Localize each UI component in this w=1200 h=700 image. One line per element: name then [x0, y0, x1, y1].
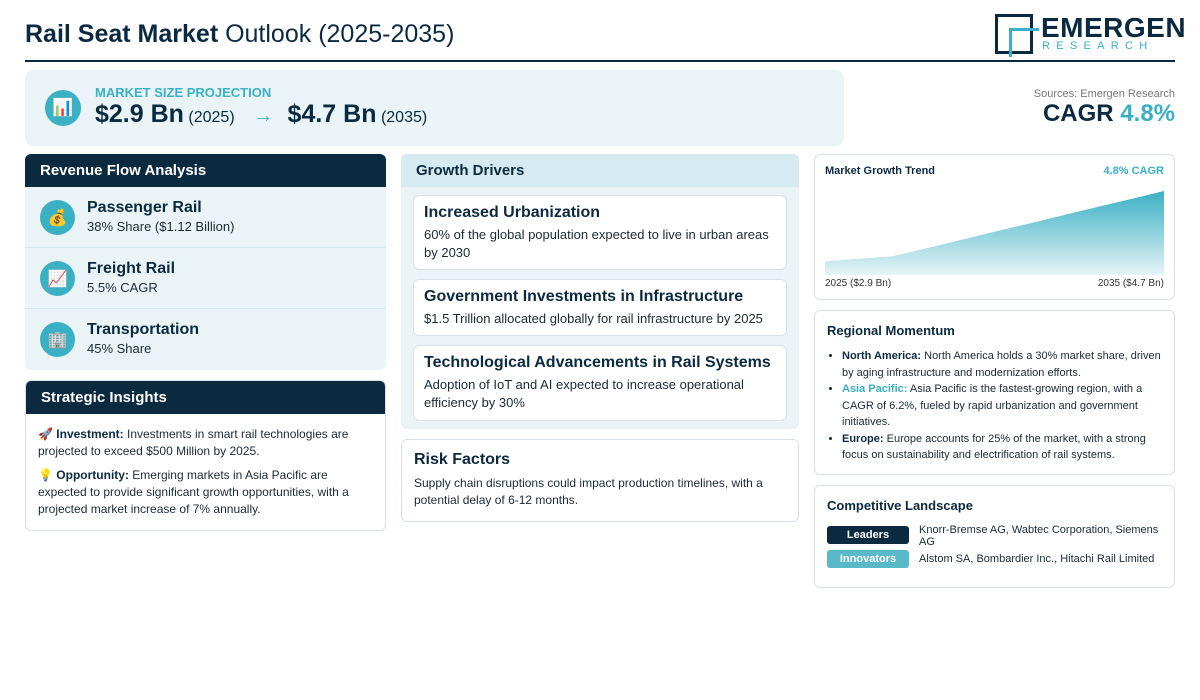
sources-text: Sources: Emergen Research: [1033, 88, 1175, 100]
insight-label: Opportunity:: [56, 468, 129, 482]
cagr-headline: CAGR 4.8%: [1043, 100, 1175, 128]
region-name: Europe:: [842, 432, 884, 445]
cagr-label: CAGR: [1042, 100, 1114, 127]
competitor-row: Leaders Knorr-Bremse AG, Wabtec Corporat…: [827, 523, 1162, 548]
risk-factors-panel: Risk Factors Supply chain disruptions co…: [401, 439, 799, 522]
rocket-icon: 🚀: [38, 427, 53, 441]
insight-item: 💡 Opportunity: Emerging markets in Asia …: [38, 467, 373, 518]
region-item: Asia Pacific: Asia Pacific is the fastes…: [842, 381, 1162, 431]
competitor-row: Innovators Alstom SA, Bombardier Inc., H…: [827, 547, 1162, 571]
strategic-insights-title: Strategic Insights: [26, 381, 385, 414]
insight-text: Emerging markets in Asia Pacific are exp…: [38, 468, 349, 516]
logo-name: EMERGEN: [1041, 12, 1187, 43]
strategic-insights-panel: Strategic Insights 🚀 Investment: Investm…: [25, 380, 386, 531]
regional-momentum-panel: Regional Momentum North America: North A…: [814, 310, 1175, 475]
revenue-item: 🏢 Transportation 45% Share: [25, 309, 386, 370]
page-title-rest: Outlook (2025-2035): [218, 20, 455, 48]
driver-title: Increased Urbanization: [424, 204, 601, 221]
trend-up-icon: 📈: [40, 261, 75, 296]
start-year: (2025): [188, 109, 235, 126]
driver-card: Technological Advancements in Rail Syste…: [413, 345, 787, 421]
revenue-item-name: Passenger Rail: [87, 199, 202, 216]
revenue-item-name: Freight Rail: [87, 260, 176, 277]
revenue-flow-panel: Revenue Flow Analysis 💰 Passenger Rail 3…: [25, 154, 386, 370]
revenue-flow-title: Revenue Flow Analysis: [25, 154, 386, 187]
arrow-right-icon: →: [253, 105, 274, 127]
driver-text: $1.5 Trillion allocated globally for rai…: [424, 311, 763, 326]
growth-drivers-title: Growth Drivers: [401, 154, 799, 187]
driver-text: 60% of the global population expected to…: [424, 227, 769, 260]
start-value: $2.9 Bn: [95, 100, 184, 128]
cagr-value: 4.8%: [1120, 100, 1175, 127]
revenue-item: 📈 Freight Rail 5.5% CAGR: [25, 248, 386, 309]
regional-momentum-title: Regional Momentum: [827, 323, 955, 338]
projection-values: $2.9 Bn (2025) → $4.7 Bn (2035): [95, 100, 427, 129]
region-text: North America holds a 30% market share, …: [842, 350, 1161, 379]
end-value: $4.7 Bn: [287, 100, 377, 128]
risk-factors-title: Risk Factors: [414, 451, 511, 468]
innovators-badge: Innovators: [827, 550, 909, 568]
driver-card: Government Investments in Infrastructure…: [413, 279, 787, 336]
end-year: (2035): [380, 109, 428, 126]
page-header: Rail Seat Market Outlook (2025-2035) EME…: [25, 12, 1186, 62]
trend-start-label: 2025 ($2.9 Bn): [825, 278, 892, 289]
page-title-bold: Rail Seat Market: [25, 20, 219, 48]
leaders-badge: Leaders: [827, 526, 909, 544]
competitive-landscape-panel: Competitive Landscape Leaders Knorr-Brem…: [814, 485, 1175, 588]
region-name: Asia Pacific:: [842, 383, 908, 395]
driver-text: Adoption of IoT and AI expected to incre…: [424, 377, 744, 410]
revenue-item-name: Transportation: [87, 321, 200, 338]
region-text: Europe accounts for 25% of the market, w…: [842, 432, 1146, 462]
driver-card: Increased Urbanization 60% of the global…: [413, 195, 787, 270]
logo-sub: RESEARCH: [1042, 40, 1154, 52]
money-bag-icon: 💰: [40, 200, 75, 235]
region-item: North America: North America holds a 30%…: [842, 348, 1162, 381]
insight-item: 🚀 Investment: Investments in smart rail …: [38, 426, 373, 460]
insight-text: Investments in smart rail technologies a…: [38, 427, 349, 458]
trend-title: Market Growth Trend: [825, 165, 936, 177]
driver-title: Technological Advancements in Rail Syste…: [424, 354, 771, 371]
trend-cagr: 4.8% CAGR: [1103, 165, 1164, 177]
page-title: Rail Seat Market Outlook (2025-2035): [25, 20, 454, 49]
market-growth-trend-card: Market Growth Trend 4.8% CAGR 2025 ($2.9…: [814, 154, 1175, 300]
lightbulb-icon: 💡: [38, 468, 53, 482]
insight-label: Investment:: [56, 427, 124, 441]
trend-end-label: 2035 ($4.7 Bn): [1097, 278, 1164, 289]
revenue-item: 💰 Passenger Rail 38% Share ($1.12 Billio…: [25, 187, 386, 248]
region-name: North America:: [842, 350, 922, 362]
logo-mark-icon: [995, 14, 1039, 57]
building-icon: 🏢: [40, 322, 75, 357]
revenue-item-sub: 5.5% CAGR: [87, 280, 158, 295]
competitive-landscape-title: Competitive Landscape: [827, 498, 973, 513]
emergen-logo: EMERGEN RESEARCH: [995, 12, 1186, 57]
projection-label: MARKET SIZE PROJECTION: [95, 85, 272, 100]
revenue-item-sub: 45% Share: [87, 341, 152, 356]
growth-area: [825, 191, 1164, 275]
competitor-list: Knorr-Bremse AG, Wabtec Corporation, Sie…: [919, 524, 1159, 548]
growth-area-chart: [825, 191, 1164, 275]
growth-drivers-panel: Growth Drivers Increased Urbanization 60…: [401, 154, 799, 429]
market-size-projection: 📊 MARKET SIZE PROJECTION $2.9 Bn (2025) …: [25, 70, 844, 146]
region-item: Europe: Europe accounts for 25% of the m…: [842, 431, 1162, 464]
revenue-item-sub: 38% Share ($1.12 Billion): [87, 219, 235, 234]
competitor-list: Alstom SA, Bombardier Inc., Hitachi Rail…: [919, 553, 1155, 565]
driver-title: Government Investments in Infrastructure: [424, 288, 744, 305]
chart-icon: 📊: [45, 90, 81, 126]
region-text: Asia Pacific is the fastest-growing regi…: [842, 383, 1143, 428]
risk-factors-text: Supply chain disruptions could impact pr…: [414, 476, 763, 507]
